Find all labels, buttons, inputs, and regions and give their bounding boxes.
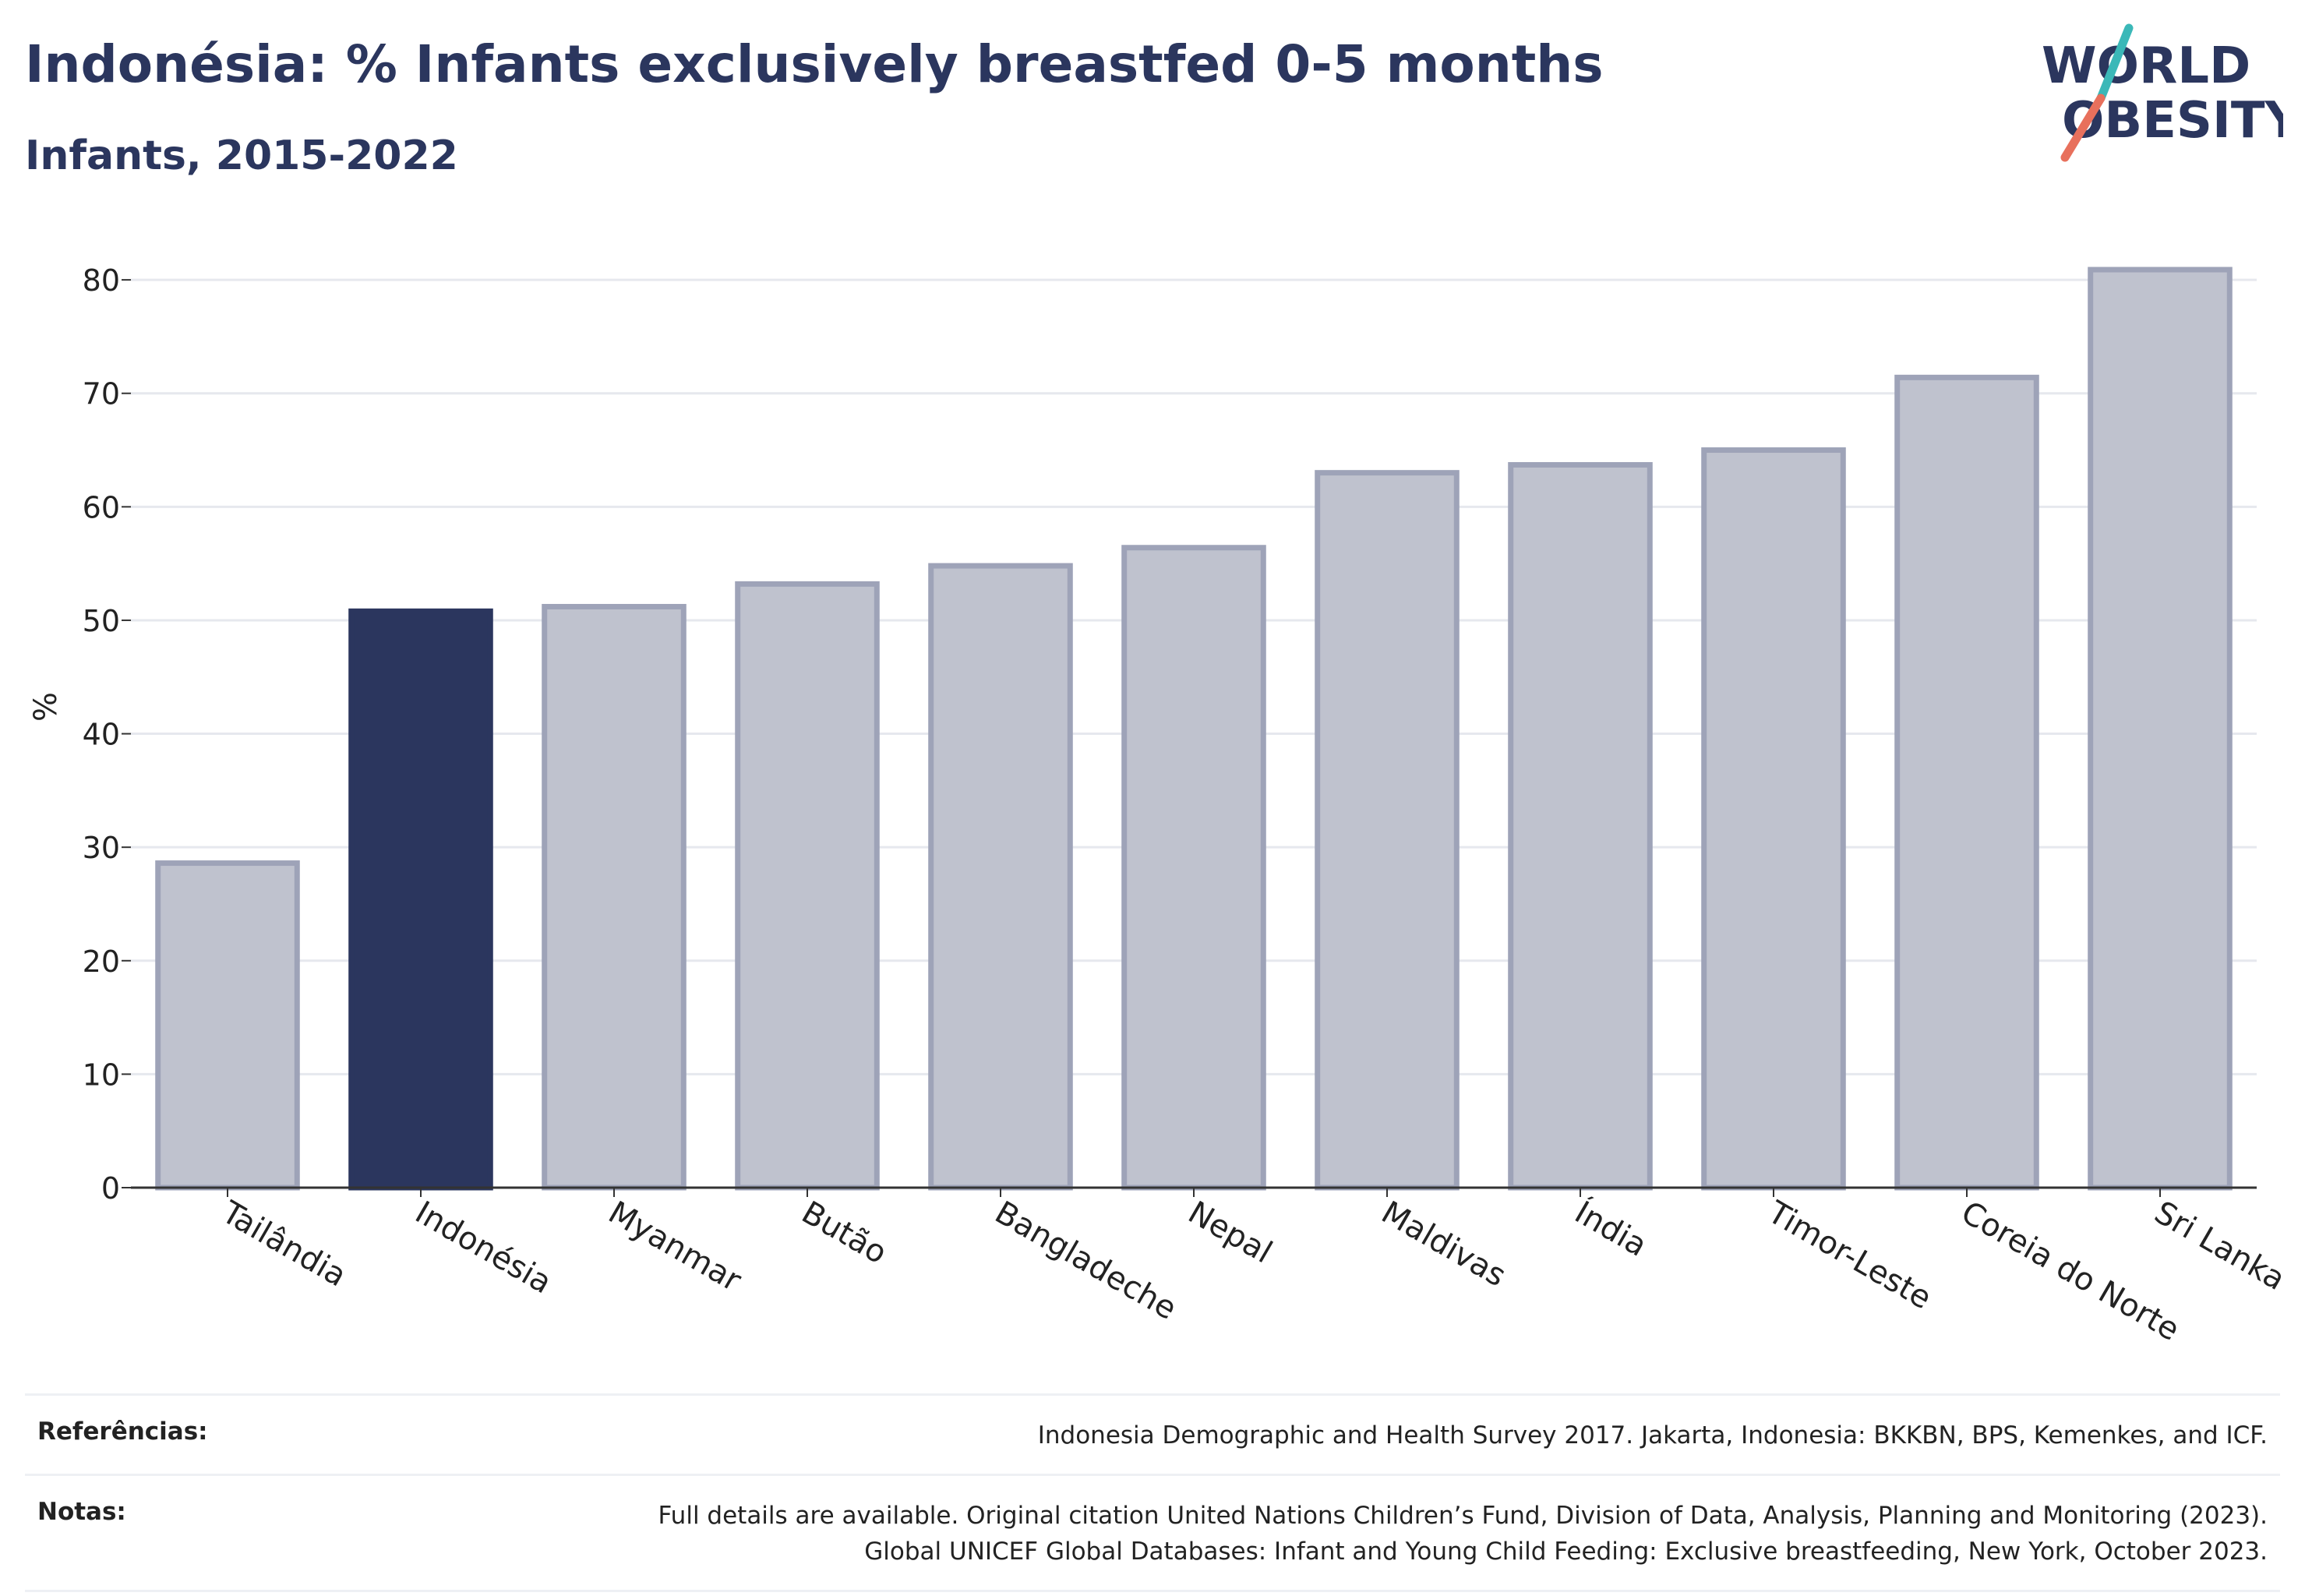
y-tick-label: 0: [101, 1171, 120, 1206]
x-tick-label: Coreia do Norte: [1955, 1195, 2185, 1348]
y-axis-label: %: [28, 692, 64, 722]
bar-0: [155, 860, 300, 1191]
bar-1: [348, 608, 493, 1191]
notes-text: Full details are available. Original cit…: [658, 1498, 2268, 1570]
y-tick-label: 70: [83, 377, 120, 411]
x-tick-label: Nepal: [1182, 1195, 1278, 1271]
references-text: Indonesia Demographic and Health Survey …: [1037, 1421, 2268, 1449]
bar-9: [1894, 374, 2039, 1191]
bar-7: [1508, 461, 1653, 1191]
chart-footer: Referências: Indonesia Demographic and H…: [25, 1393, 2280, 1592]
y-tick-label: 50: [83, 604, 120, 638]
bar-4: [928, 563, 1073, 1191]
bar-3: [735, 581, 880, 1191]
y-tick-label: 80: [83, 263, 120, 298]
bar-2: [542, 603, 687, 1191]
notes-label: Notas:: [37, 1498, 126, 1526]
logo-slash-coral: [2060, 94, 2106, 162]
bar-10: [2088, 267, 2233, 1191]
y-tick-label: 60: [83, 490, 120, 524]
x-tick-label: Maldivas: [1375, 1195, 1512, 1294]
y-tick-label: 20: [83, 945, 120, 979]
references-row: Referências: Indonesia Demographic and H…: [25, 1393, 2280, 1474]
bar-8: [1701, 447, 1846, 1191]
bar-5: [1121, 545, 1266, 1191]
logo-slash-teal: [2096, 23, 2134, 103]
notes-row: Notas: Full details are available. Origi…: [25, 1474, 2280, 1592]
y-axis-ticks: 0 10 20 30 40 50 60 70 80: [83, 263, 131, 1206]
y-tick-label: 10: [83, 1058, 120, 1092]
bar-6: [1315, 470, 1460, 1191]
world-obesity-logo: WORLD OBESITY: [2042, 23, 2283, 162]
x-tick-label: Butão: [796, 1195, 893, 1272]
x-tick-label: Bangladeche: [989, 1195, 1182, 1327]
logo-line-1: WORLD: [2042, 37, 2250, 95]
x-tick-label: Indonésia: [409, 1195, 558, 1301]
x-tick-label: Timor-Leste: [1761, 1194, 1937, 1316]
x-tick-label: Myanmar: [602, 1195, 747, 1299]
chart-title: Indonésia: % Infants exclusively breastf…: [25, 34, 1604, 94]
bars: [155, 267, 2233, 1191]
bar-chart: 0 10 20 30 40 50 60 70 80 Tailândia Indonésia Myan…: [28, 263, 2291, 1348]
x-axis-ticks: Tailândia Indonésia Myanmar Butão Bangladech…: [215, 1188, 2291, 1348]
y-tick-label: 30: [83, 831, 120, 865]
x-tick-label: Tailândia: [215, 1194, 352, 1294]
notes-line-1: Full details are available. Original cit…: [658, 1502, 2268, 1530]
chart-subtitle: Infants, 2015-2022: [25, 132, 458, 179]
notes-line-2: Global UNICEF Global Databases: Infant a…: [864, 1538, 2268, 1566]
x-tick-label: Índia: [1569, 1193, 1654, 1264]
x-tick-label: Sri Lanka: [2148, 1195, 2291, 1298]
references-label: Referências:: [37, 1418, 208, 1446]
y-tick-label: 40: [83, 718, 120, 752]
